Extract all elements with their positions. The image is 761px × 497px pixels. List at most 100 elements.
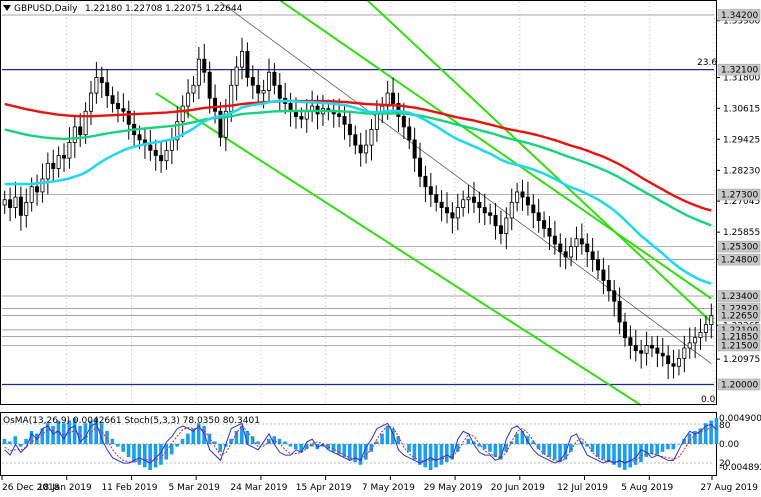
price-tick-label: 1.20975 (723, 355, 760, 365)
osma-bar (331, 444, 336, 452)
candle-body (353, 134, 358, 146)
osma-bar (428, 444, 433, 470)
osma-bar (83, 423, 88, 444)
osma-bar (78, 425, 82, 444)
candle-body (8, 199, 13, 208)
osma-bar (693, 431, 697, 444)
candle-body (374, 113, 379, 130)
date-label: 27 Aug 2019 (700, 483, 758, 493)
osma-bar (471, 441, 476, 444)
osma-bar (714, 418, 719, 444)
osma-bar (288, 444, 293, 447)
candle-body (649, 345, 654, 349)
date-label: 12 Jul 2019 (557, 483, 608, 493)
indicator-scale: 0.004900780 0.00 20-0.004892 (719, 414, 761, 473)
candle-body (418, 157, 423, 177)
osma-bar (628, 444, 632, 468)
date-label: 11 Feb 2019 (101, 483, 157, 493)
candle-body (693, 337, 698, 344)
level-label-box (717, 378, 761, 391)
osma-bar (320, 444, 325, 447)
candle-body (623, 321, 628, 339)
osma-bar (617, 444, 622, 468)
candle-body (601, 269, 606, 281)
osma-bar (261, 444, 266, 445)
fib-0-label: 0.0 (701, 395, 716, 405)
osma-bar (245, 431, 250, 444)
collapse-triangle-icon[interactable] (3, 5, 11, 11)
candle-body (45, 162, 50, 180)
osma-bar (639, 444, 643, 463)
osma-bar (186, 433, 190, 444)
candle-body (266, 71, 271, 91)
candle-body (698, 332, 703, 339)
candle-body (628, 337, 633, 346)
osma-bar (153, 444, 158, 468)
osma-bar (169, 444, 174, 455)
candle-body (304, 110, 309, 120)
osma-bar (498, 444, 503, 460)
ema50-line (4, 99, 712, 285)
osma-bar (477, 444, 481, 447)
price-tick-label: 1.33980 (723, 17, 760, 27)
osma-bar (272, 436, 276, 444)
osma-bar (703, 423, 708, 444)
osma-bar (358, 444, 363, 465)
candle-body (482, 207, 487, 214)
osma-bar (418, 444, 422, 465)
candle-body (277, 84, 282, 99)
osma-bar (590, 444, 595, 452)
candle-body (703, 324, 708, 333)
candle-body (369, 129, 374, 146)
osma-bar (180, 438, 185, 444)
osma-bar (612, 444, 616, 465)
osma-bar (585, 444, 589, 447)
date-label: 26 Dec 2018 (2, 483, 60, 493)
candle-body (676, 358, 681, 367)
candle-body (196, 58, 201, 86)
level-label: 1.27300 (721, 191, 758, 201)
level-label: 1.23400 (721, 292, 758, 302)
candle-body (164, 149, 169, 162)
candle-body (169, 139, 174, 151)
osma-bar (40, 428, 45, 444)
osma-bar (493, 444, 498, 457)
osma-bar (256, 441, 260, 444)
candle-body (121, 108, 126, 112)
level-label: 1.25300 (721, 243, 758, 253)
candle-body (585, 243, 590, 253)
candle-body (423, 175, 428, 188)
candlestick-series (2, 37, 714, 380)
candle-body (547, 227, 552, 237)
date-label: 15 Apr 2019 (296, 483, 352, 493)
candle-body (213, 97, 218, 112)
candle-body (428, 186, 433, 195)
osma-bar (623, 444, 627, 470)
osma-bar (218, 444, 223, 452)
level-label-box (717, 63, 761, 76)
candle-body (337, 113, 342, 117)
indicator-scale-label: 80 (719, 421, 731, 431)
candle-body (563, 251, 568, 258)
candle-body (407, 126, 412, 141)
candle-body (159, 155, 164, 162)
candle-body (579, 238, 584, 245)
candle-body (444, 207, 449, 214)
price-tick-label: 1.25855 (723, 228, 760, 238)
osma-bar (148, 444, 152, 470)
candle-body (412, 139, 417, 159)
osma-bar (29, 431, 34, 444)
channel-line (365, 0, 712, 323)
level-label: 1.22650 (721, 312, 758, 322)
candle-body (29, 186, 34, 203)
candle-body (364, 144, 369, 154)
candle-body (105, 82, 110, 97)
level-label-box (717, 309, 761, 322)
candle-body (223, 110, 228, 138)
price-tick-label: 1.29425 (723, 135, 760, 145)
osma-bar (434, 444, 438, 468)
candle-body (531, 204, 536, 214)
osma-bar (380, 433, 384, 444)
osma-bar (132, 444, 136, 463)
